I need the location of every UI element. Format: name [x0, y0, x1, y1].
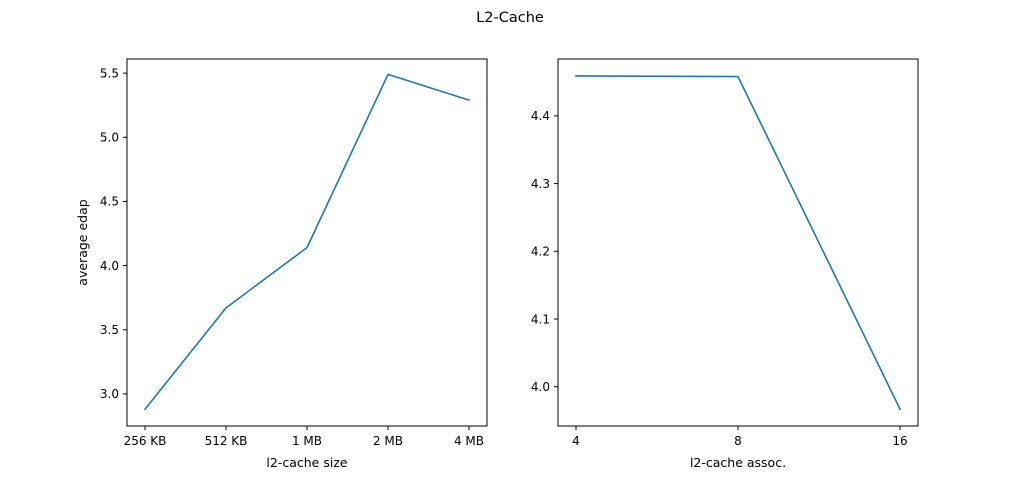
size-chart-ytick-label: 4.5 — [100, 195, 119, 209]
size-chart-xtick-label: 256 KB — [124, 434, 167, 448]
assoc-chart-marks — [575, 75, 902, 411]
assoc-chart-ytick-label: 4.2 — [531, 245, 550, 259]
size-chart-xtick-label: 2 MB — [373, 434, 403, 448]
assoc-chart-panel: 4 8 16 4.0 4.1 4.2 4.3 4.4 l2-cache assoc. — [531, 58, 919, 470]
assoc-chart-ytick-label: 4.1 — [531, 312, 550, 326]
size-chart-xlabel: l2-cache size — [266, 455, 347, 470]
size-chart-series-line — [143, 73, 471, 411]
size-chart-ytick-label: 3.5 — [100, 323, 119, 337]
assoc-chart-ytick-label: 4.3 — [531, 177, 550, 191]
size-chart-ytick-label: 4.0 — [100, 259, 119, 273]
assoc-chart-ytick-label: 4.4 — [531, 109, 550, 123]
assoc-chart-series-line — [575, 75, 902, 411]
figure-title: L2-Cache — [476, 10, 544, 26]
size-chart-ticks: 256 KB 512 KB 1 MB 2 MB 4 MB 3.0 3.5 4.0 4.5 5.0 5… — [100, 66, 484, 448]
assoc-chart-axes-frame — [557, 58, 919, 427]
assoc-chart-xlabel: l2-cache assoc. — [690, 455, 786, 470]
size-chart-marks — [143, 73, 471, 411]
size-chart-ytick-label: 3.0 — [100, 387, 119, 401]
size-chart-ytick-label: 5.0 — [100, 131, 119, 145]
size-chart-ylabel: average edap — [75, 199, 90, 285]
assoc-chart-xtick-label: 4 — [572, 434, 580, 448]
assoc-chart-ticks: 4 8 16 4.0 4.1 4.2 4.3 4.4 — [531, 109, 908, 448]
size-chart-axes-frame — [126, 58, 488, 427]
assoc-chart-xtick-label: 16 — [892, 434, 907, 448]
size-chart-xtick-label: 4 MB — [454, 434, 484, 448]
assoc-chart-xtick-label: 8 — [734, 434, 742, 448]
size-chart-xtick-label: 1 MB — [292, 434, 322, 448]
size-chart-xtick-label: 512 KB — [205, 434, 248, 448]
size-chart-panel: 256 KB 512 KB 1 MB 2 MB 4 MB 3.0 3.5 4.0 4.5 5.0 5… — [75, 58, 488, 470]
assoc-chart-ytick-label: 4.0 — [531, 380, 550, 394]
size-chart-ytick-label: 5.5 — [100, 66, 119, 80]
